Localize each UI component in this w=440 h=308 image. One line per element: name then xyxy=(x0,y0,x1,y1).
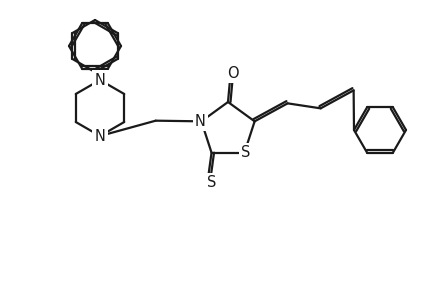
Text: N: N xyxy=(95,72,106,87)
Text: N: N xyxy=(95,128,106,144)
Text: S: S xyxy=(207,175,216,190)
Text: N: N xyxy=(195,114,206,129)
Text: O: O xyxy=(227,66,239,80)
Text: S: S xyxy=(241,145,250,160)
